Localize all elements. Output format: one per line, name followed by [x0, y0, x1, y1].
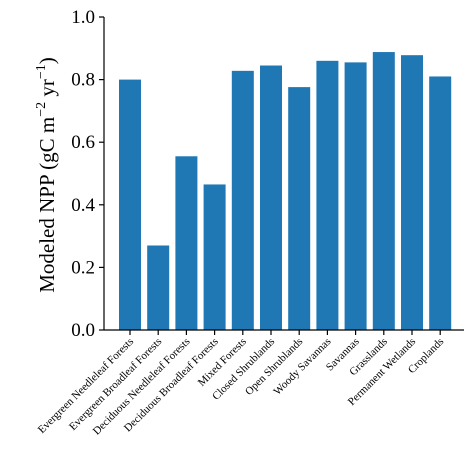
bar — [429, 76, 452, 330]
y-axis-label: Modeled NPP (gC m−2 yr−1) — [34, 57, 59, 293]
y-axis-label-end: ) — [35, 57, 59, 64]
bar — [147, 245, 170, 330]
bar — [260, 65, 282, 330]
y-axis-label-main: Modeled NPP (gC m — [35, 117, 59, 293]
y-axis-label-mid: yr — [35, 79, 59, 102]
bar — [401, 55, 423, 330]
bar — [175, 156, 198, 330]
bar — [203, 184, 226, 330]
bars-group — [119, 52, 452, 330]
y-axis-label-sup2: −1 — [34, 64, 49, 79]
y-tick-label: 0.6 — [71, 132, 95, 153]
y-tick-label: 0.2 — [71, 257, 95, 278]
y-axis-label-sup1: −2 — [34, 102, 49, 117]
y-tick-label: 0.4 — [71, 195, 95, 216]
y-tick-label: 0.8 — [71, 70, 95, 91]
y-axis: 0.0 0.2 0.4 0.6 0.8 1.0 — [71, 7, 105, 341]
bar — [288, 87, 311, 330]
y-tick-label: 0.0 — [71, 320, 95, 341]
bar — [231, 70, 254, 330]
bar — [316, 60, 339, 330]
bar — [344, 62, 367, 330]
bar — [119, 79, 141, 330]
bar — [372, 52, 395, 330]
y-tick-label: 1.0 — [71, 7, 95, 28]
